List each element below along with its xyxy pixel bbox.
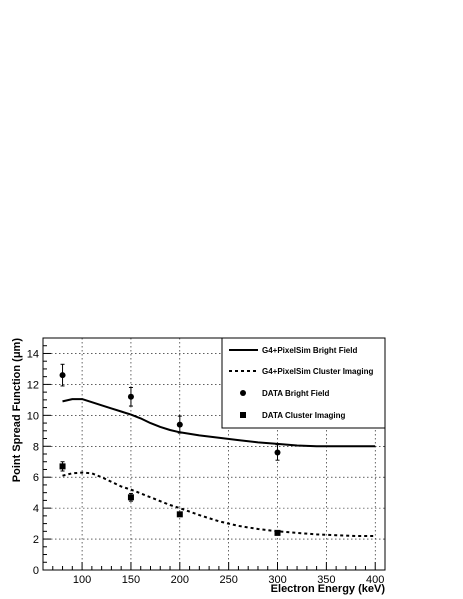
series-line-0 (62, 398, 376, 448)
legend-box (221, 337, 386, 429)
data-point-square (176, 511, 183, 518)
data-point-circle (127, 393, 134, 400)
x-tick-label: 250 (219, 574, 237, 586)
legend-label: G4+PixelSim Cluster Imaging (262, 367, 373, 376)
y-tick-label: 6 (33, 472, 39, 484)
x-axis-title: Electron Energy (keV) (271, 583, 386, 595)
legend: G4+PixelSim Bright Field G4+PixelSim Clus… (221, 337, 386, 429)
legend-circle-swatch (240, 390, 246, 396)
legend-label: DATA Bright Field (262, 389, 330, 398)
data-point-square (59, 463, 66, 470)
axis-ticks: 100 150 200 250 300 350 400 0 2 4 6 8 10 12 14 (27, 345, 386, 586)
data-point-square (127, 494, 134, 501)
y-tick-label: 14 (27, 348, 39, 360)
y-tick-label: 2 (33, 534, 39, 546)
y-axis-title: Point Spread Function (μm) (11, 338, 23, 483)
data-point-circle (176, 421, 183, 428)
x-tick-label: 200 (171, 574, 189, 586)
data-point-square (274, 529, 281, 536)
y-tick-label: 10 (27, 410, 39, 422)
y-tick-label: 4 (33, 503, 39, 515)
legend-label: G4+PixelSim Bright Field (262, 346, 357, 355)
legend-label: DATA Cluster Imaging (262, 411, 346, 420)
y-tick-label: 0 (33, 565, 39, 577)
x-tick-label: 400 (366, 574, 384, 586)
series-layer (59, 363, 376, 537)
x-tick-label: 150 (122, 574, 140, 586)
legend-square-swatch (240, 412, 246, 418)
series-line-1 (62, 471, 376, 537)
y-tick-label: 12 (27, 379, 39, 391)
data-point-circle (59, 372, 66, 379)
x-tick-label: 350 (317, 574, 335, 586)
y-tick-label: 8 (33, 441, 39, 453)
x-tick-label: 100 (73, 574, 91, 586)
x-tick-label: 300 (268, 574, 286, 586)
data-point-circle (274, 449, 281, 456)
